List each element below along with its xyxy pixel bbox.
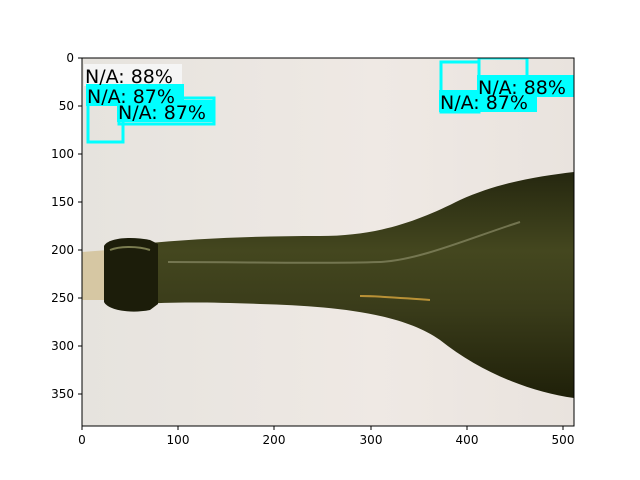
- detection-label: N/A: 87%: [87, 86, 175, 108]
- y-tick-label: 100: [51, 147, 74, 161]
- label-bg: [117, 100, 215, 122]
- x-tick-label: 500: [552, 433, 575, 447]
- axes-frame: [81, 57, 575, 427]
- bottle-lip: [104, 238, 158, 312]
- x-tick-label: 100: [167, 433, 190, 447]
- bottle-cork: [82, 250, 110, 300]
- x-tick-label: 200: [263, 433, 286, 447]
- x-tick-label: 0: [78, 433, 86, 447]
- y-tick-label: 150: [51, 195, 74, 209]
- y-tick-label: 200: [51, 243, 74, 257]
- bottle-highlight: [167, 221, 521, 264]
- y-tick-label: 0: [66, 51, 74, 65]
- x-tick-label: 300: [360, 433, 383, 447]
- detection-label: N/A: 87%: [118, 102, 206, 124]
- detection-label: N/A: 87%: [440, 92, 528, 114]
- label-bg: [84, 64, 182, 86]
- x-axis: [81, 426, 564, 430]
- detection-label: N/A: 88%: [85, 66, 173, 88]
- detection-label-backgrounds: [84, 64, 574, 122]
- y-axis: [78, 57, 82, 395]
- detection-label: N/A: 88%: [478, 77, 566, 99]
- y-tick-label: 250: [51, 291, 74, 305]
- bottle-body: [140, 172, 574, 398]
- bottle-lip-highlight: [109, 246, 151, 251]
- y-tick-label: 50: [59, 99, 74, 113]
- y-tick-label: 300: [51, 339, 74, 353]
- x-tick-label: 400: [456, 433, 479, 447]
- y-tick-label: 350: [51, 387, 74, 401]
- label-bg: [439, 90, 537, 112]
- bottle-reflection: [359, 295, 431, 301]
